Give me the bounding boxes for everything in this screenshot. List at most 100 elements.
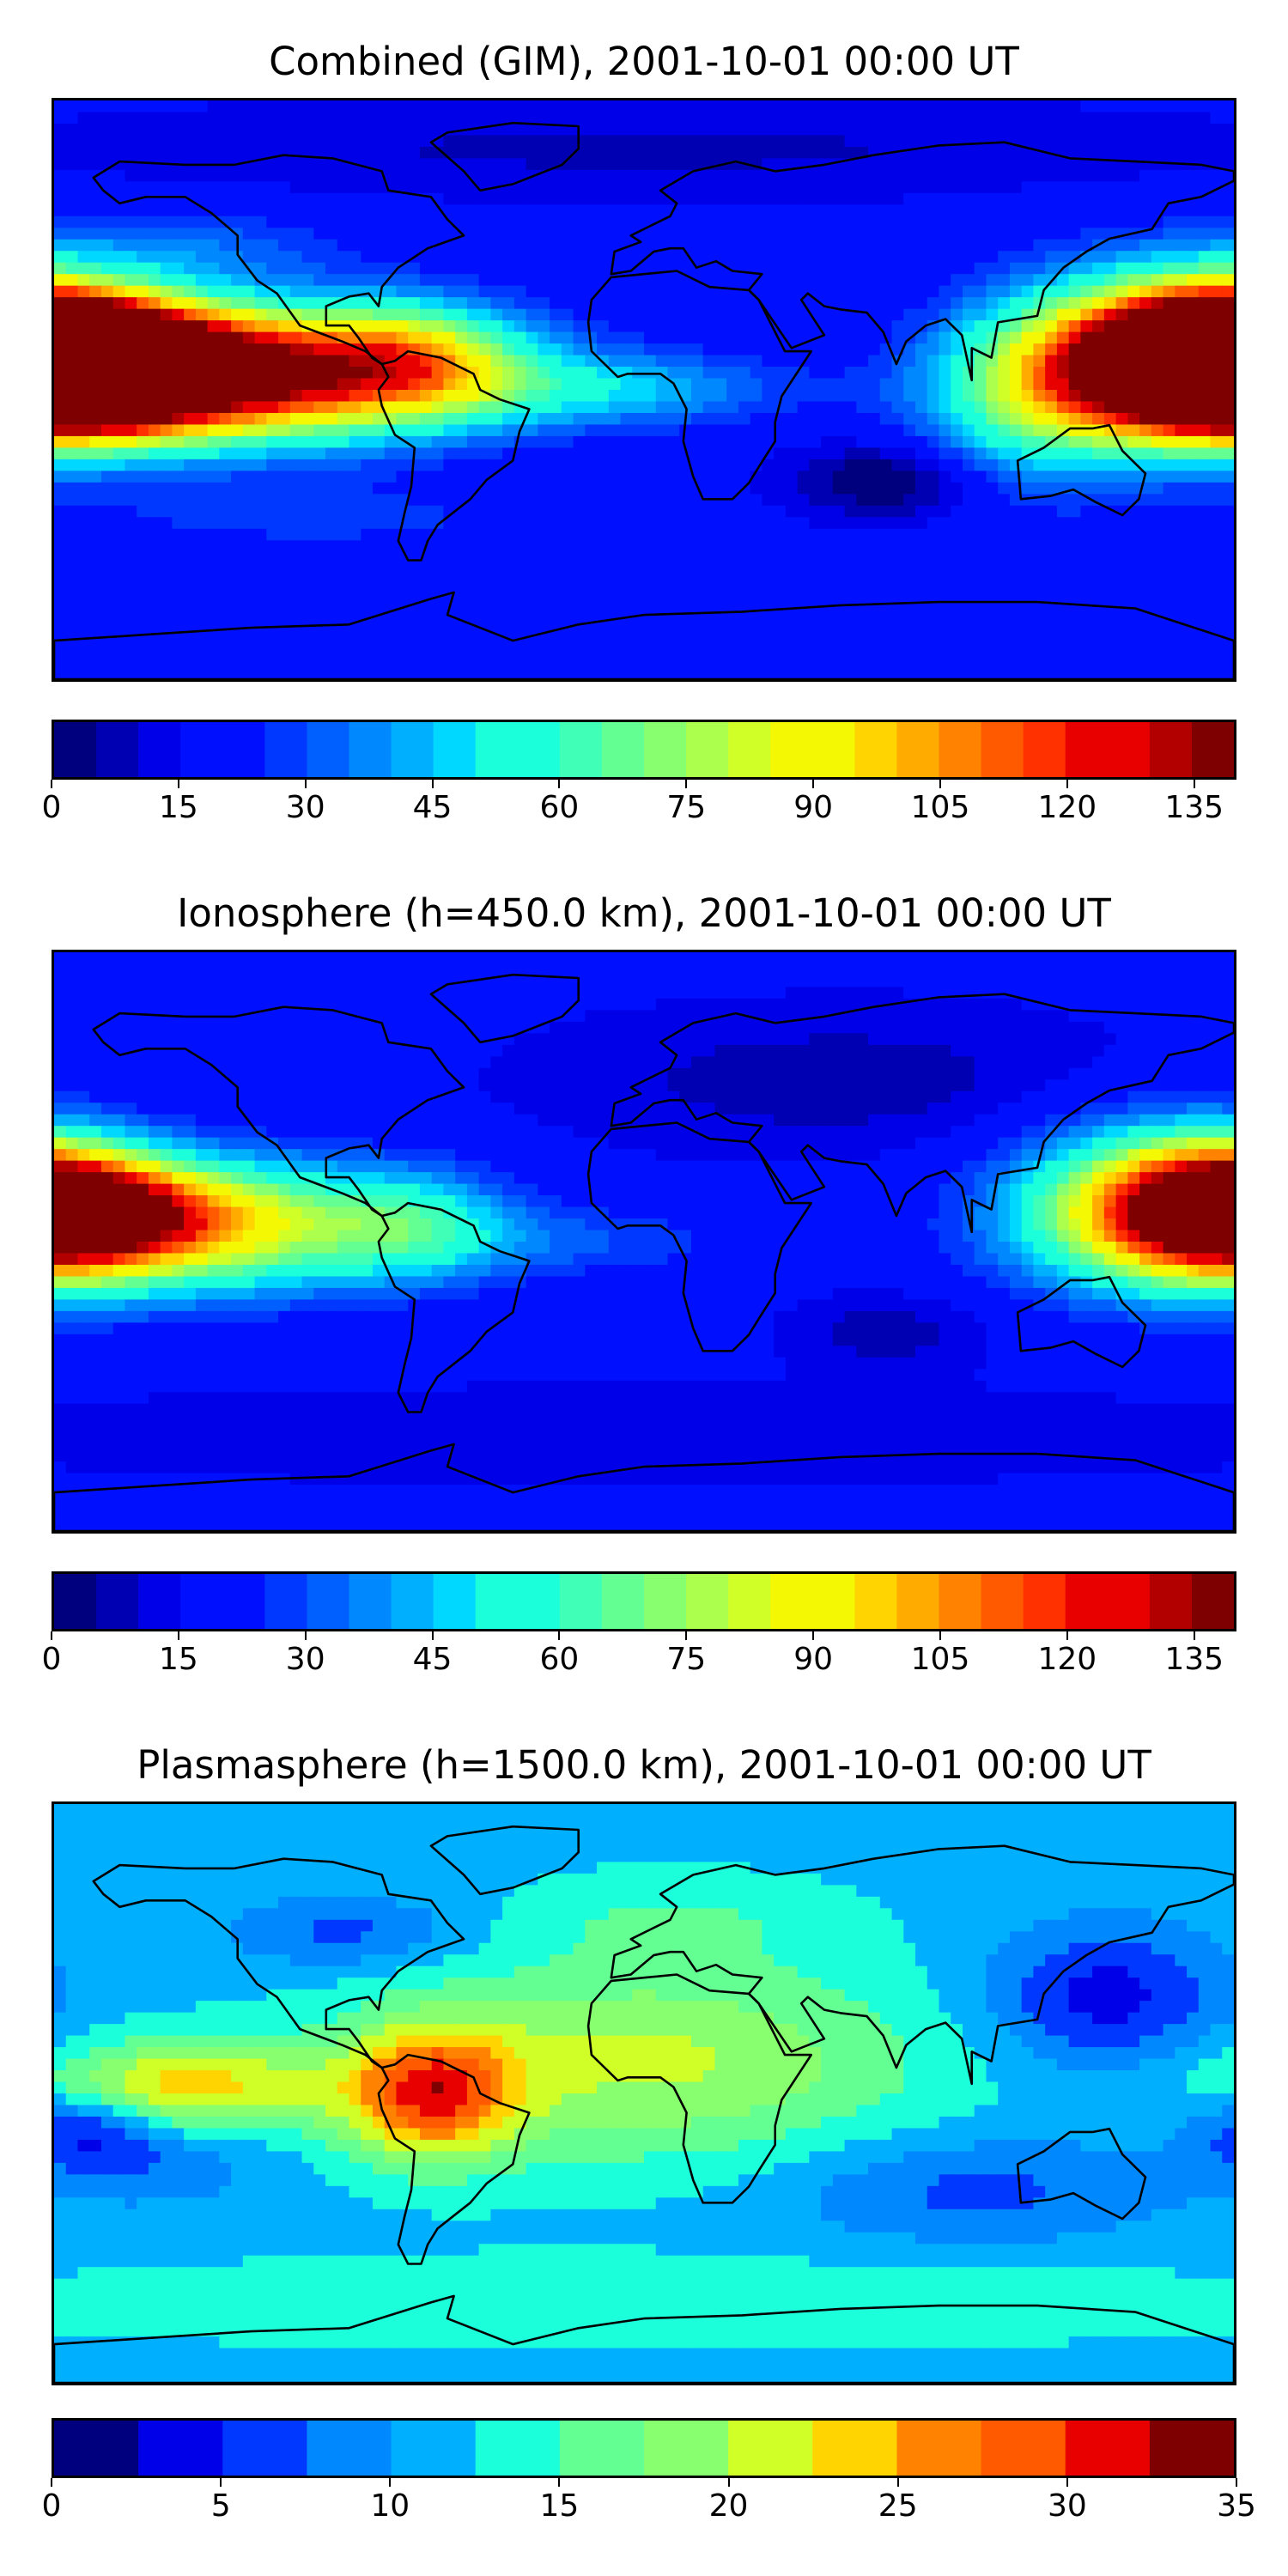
colorbar-segment [1065,2421,1151,2476]
coastline-north-america [92,154,465,366]
colorbar-tick-label: 30 [285,1642,325,1677]
coastline-eurasia [610,993,1234,1234]
colorbar-segment [812,722,855,777]
colorbar-segment [896,2421,982,2476]
colorbar-segment [896,722,940,777]
panel-2-map [52,950,1236,1534]
colorbar-segment [644,2421,729,2476]
colorbar-segment [1023,722,1066,777]
colorbar-tick-label: 75 [666,1642,707,1677]
colorbar-tick-label: 60 [539,790,580,825]
colorbar-segment [686,722,729,777]
colorbar-segment [180,1574,223,1629]
colorbar-tick [1236,2478,1237,2487]
colorbar-tick [431,1631,434,1640]
colorbar-plasmasphere [54,2421,1234,2476]
colorbar-segment [981,722,1024,777]
colorbar-segment [138,2421,223,2476]
colorbar-tick-label: 10 [370,2488,410,2524]
colorbar-segment [96,1574,139,1629]
colorbar-tick-label: 120 [1037,1642,1097,1677]
colorbar-tick [304,1631,307,1640]
colorbar-segment [433,722,477,777]
colorbar-tick [1066,2478,1068,2487]
colorbar-tick-label: 90 [793,790,834,825]
colorbar-segment [1149,722,1193,777]
colorbar-segment [138,722,181,777]
panel-2-title: Ionosphere (h=450.0 km), 2001-10-01 00:0… [177,890,1111,936]
colorbar-segment [1191,722,1234,777]
tec-map-combined [54,100,1234,679]
coastline-greenland [429,973,580,1044]
colorbar-segment [686,1574,729,1629]
colorbar-tick-label: 105 [910,790,970,825]
colorbar-segment [728,1574,771,1629]
colorbar-segment [475,722,519,777]
panel-3-map [52,1801,1236,2385]
colorbar-tick [51,780,52,788]
colorbar-segment [222,722,265,777]
colorbar-segment [1065,1574,1109,1629]
colorbar-segment [54,2421,139,2476]
colorbar-tick-label: 20 [708,2488,749,2524]
colorbar-tick-label: 0 [41,790,62,825]
colorbar-tick [1193,780,1195,788]
colorbar-tick [177,780,179,788]
panel-2-colorbar-ticks: 0 15 30 45 60 75 90 105 120 135 [42,1631,1236,1683]
panel-1-colorbar [52,720,1236,780]
colorbar-tick-label: 75 [666,790,707,825]
colorbar-segment [1023,1574,1066,1629]
colorbar-segment [770,1574,813,1629]
colorbar-segment [307,2421,392,2476]
colorbar-segment [138,1574,181,1629]
colorbar-segment [728,2421,813,2476]
colorbar-segment [1191,1574,1234,1629]
colorbar-tick [389,2478,392,2487]
colorbar-segment [854,722,898,777]
colorbar-tick-label: 15 [158,1642,198,1677]
colorbar-tick [304,780,307,788]
panel-1-map [52,98,1236,682]
colorbar-tick-label: 30 [285,790,325,825]
colorbar-tick [51,1631,52,1640]
colorbar-segment [475,2421,561,2476]
coastline-antarctica [54,1443,1234,1531]
colorbar-segment [812,2421,898,2476]
colorbar-tick [812,780,815,788]
colorbar-tick [177,1631,179,1640]
colorbar-segment [475,1574,519,1629]
colorbar-tick [431,780,434,788]
colorbar-tick-label: 30 [1047,2488,1087,2524]
colorbar-segment [939,1574,982,1629]
colorbar-segment [307,722,350,777]
colorbar-tick-label: 0 [41,2488,62,2524]
colorbar-ionosphere [54,1574,1234,1629]
coastline-antarctica [54,591,1234,679]
coastline-africa [586,1121,813,1352]
colorbar-tick-label: 15 [539,2488,580,2524]
colorbar-segment [559,722,603,777]
colorbar-segment [96,722,139,777]
colorbar-combined [54,722,1234,777]
colorbar-tick [939,1631,941,1640]
colorbar-tick-label: 5 [210,2488,231,2524]
colorbar-segment [349,1574,392,1629]
colorbar-segment [54,722,97,777]
coastline-north-america [92,1857,465,2069]
tec-map-ionosphere [54,952,1234,1531]
colorbar-tick-label: 120 [1037,790,1097,825]
colorbar-segment [770,722,813,777]
colorbar-segment [391,1574,434,1629]
colorbar-tick-label: 135 [1164,1642,1224,1677]
coastline-north-america [92,1005,465,1218]
colorbar-tick [685,1631,688,1640]
colorbar-tick [896,2478,899,2487]
colorbar-segment [54,1574,97,1629]
colorbar-segment [391,2421,477,2476]
colorbar-segment [601,1574,645,1629]
colorbar-segment [1149,1574,1193,1629]
colorbar-tick [1066,1631,1068,1640]
colorbar-tick-label: 35 [1217,2488,1256,2524]
coastline-australia [1016,423,1147,517]
colorbar-segment [559,2421,645,2476]
